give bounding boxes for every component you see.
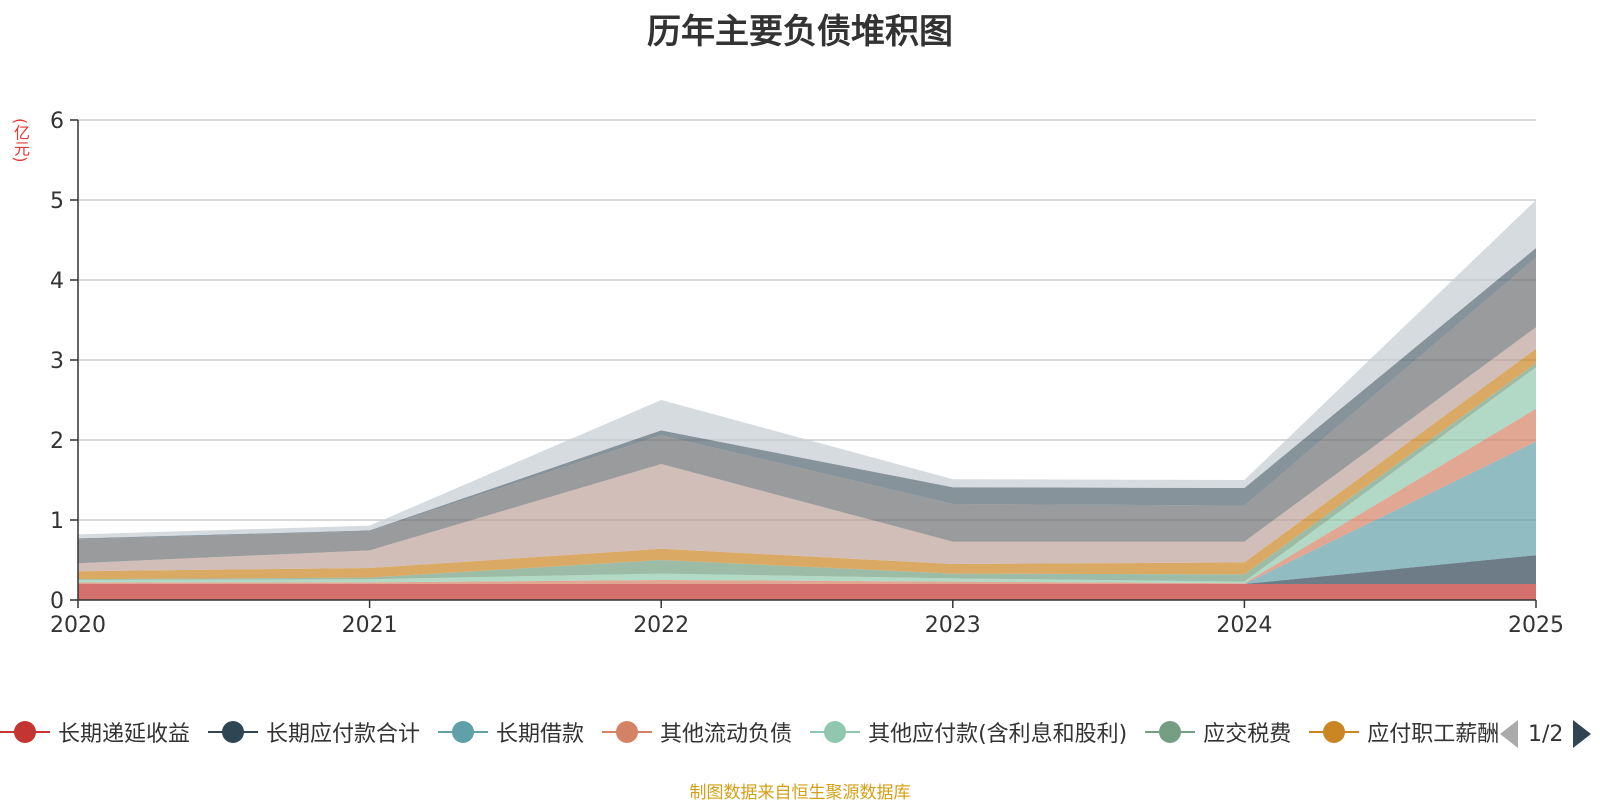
area-series-7 bbox=[78, 327, 1536, 572]
y-axis-unit-label: (亿元) bbox=[11, 118, 30, 163]
x-tick-label: 2021 bbox=[342, 613, 398, 638]
chart-title: 历年主要负债堆积图 bbox=[647, 12, 953, 52]
data-source-note: 制图数据来自恒生聚源数据库 bbox=[689, 783, 911, 800]
x-tick-label: 2020 bbox=[50, 613, 106, 638]
legend-label: 其他流动负债 bbox=[660, 722, 793, 747]
legend-swatch-icon bbox=[208, 719, 259, 745]
legend-item[interactable]: 长期递延收益 bbox=[0, 716, 190, 748]
x-tick-label: 2025 bbox=[1508, 613, 1564, 638]
y-tick-label: 2 bbox=[50, 429, 64, 454]
y-tick-label: 3 bbox=[50, 349, 64, 374]
legend-swatch-icon bbox=[1309, 719, 1360, 745]
legend-swatch-icon bbox=[0, 719, 50, 745]
legend-label: 长期应付款合计 bbox=[266, 722, 421, 747]
legend-label: 长期递延收益 bbox=[58, 722, 191, 747]
x-tick-label: 2024 bbox=[1216, 613, 1272, 638]
legend-label: 其他应付款(含利息和股利) bbox=[868, 722, 1128, 747]
legend-swatch-icon bbox=[1145, 719, 1196, 745]
legend-swatch-icon bbox=[602, 719, 653, 745]
legend-label: 应付职工薪酬 bbox=[1367, 722, 1500, 747]
legend-item[interactable]: 其他应付款(含利息和股利) bbox=[810, 716, 1127, 748]
legend-swatch-icon bbox=[438, 719, 489, 745]
legend-swatch-icon bbox=[810, 719, 861, 745]
chart-legend: 长期递延收益 长期应付款合计 长期借款 其他流动负债 其他应付款(含利息和股利) 应交税费… bbox=[0, 716, 1500, 752]
legend-page-indicator: 1/2 bbox=[1528, 721, 1564, 747]
area-series-8 bbox=[78, 257, 1536, 564]
legend-label: 应交税费 bbox=[1203, 722, 1292, 747]
area-series-1 bbox=[78, 555, 1536, 584]
area-series-0 bbox=[78, 584, 1536, 600]
legend-prev-page-icon[interactable] bbox=[1500, 720, 1518, 748]
x-tick-label: 2022 bbox=[633, 613, 689, 638]
y-tick-label: 4 bbox=[50, 269, 64, 294]
legend-pager: 1/2 bbox=[1500, 716, 1600, 752]
legend-item[interactable]: 其他流动负债 bbox=[602, 716, 792, 748]
y-tick-label: 0 bbox=[50, 589, 64, 614]
legend-item[interactable]: 应付职工薪酬 bbox=[1309, 716, 1499, 748]
y-tick-label: 1 bbox=[50, 509, 64, 534]
legend-item[interactable]: 长期借款 bbox=[438, 716, 584, 748]
y-tick-label: 6 bbox=[50, 109, 64, 134]
x-tick-label: 2023 bbox=[925, 613, 981, 638]
legend-item[interactable]: 长期应付款合计 bbox=[208, 716, 420, 748]
y-tick-label: 5 bbox=[50, 189, 64, 214]
legend-label: 长期借款 bbox=[496, 722, 585, 747]
legend-next-page-icon[interactable] bbox=[1573, 720, 1592, 748]
legend-item[interactable]: 应交税费 bbox=[1145, 716, 1291, 748]
